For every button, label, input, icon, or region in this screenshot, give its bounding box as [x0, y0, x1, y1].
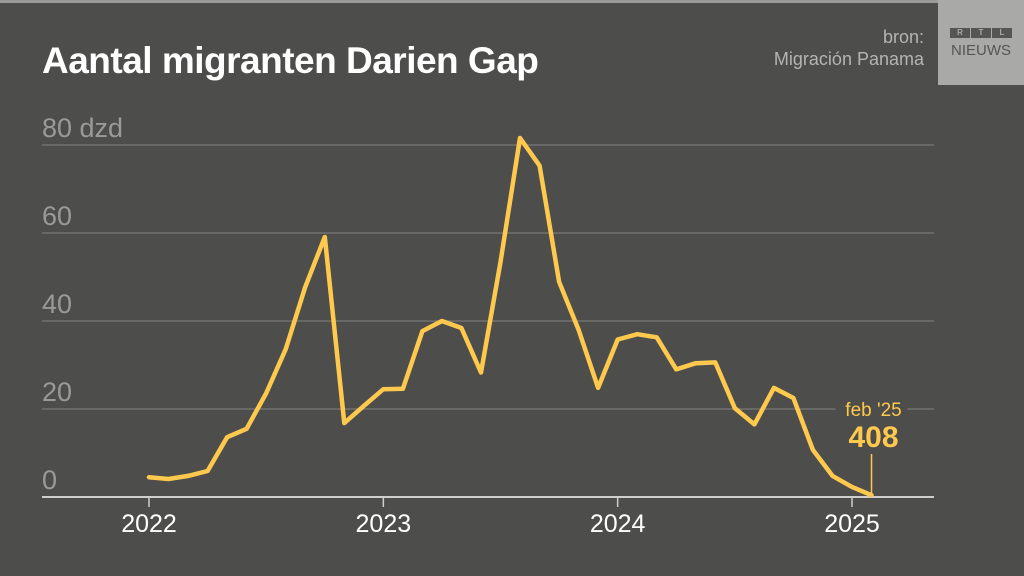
logo-letter: R — [950, 28, 970, 38]
top-border — [0, 0, 1024, 3]
rtl-nieuws-logo: R T L NIEUWS — [938, 0, 1024, 85]
y-tick-label: 20 — [42, 377, 72, 407]
x-tick-label: 2022 — [121, 510, 177, 538]
y-tick-label: 40 — [42, 289, 72, 319]
annotation-label: feb '25 — [845, 400, 901, 421]
x-tick-label: 2024 — [590, 510, 646, 538]
annotation-value: 408 — [848, 421, 898, 454]
source-name: Migración Panama — [773, 49, 924, 69]
x-tick-label: 2023 — [356, 510, 412, 538]
logo-word: NIEUWS — [951, 42, 1011, 59]
source-label: bron: — [882, 27, 924, 47]
logo-letter: L — [992, 28, 1012, 38]
chart-title: Aantal migranten Darien Gap — [42, 40, 539, 81]
y-tick-label: 0 — [42, 465, 57, 495]
y-tick-label: 80 dzd — [42, 113, 123, 143]
source: bron: Migración Panama — [774, 26, 924, 70]
annotation-bg — [835, 395, 908, 457]
logo-letter: T — [971, 28, 991, 38]
y-tick-label: 60 — [42, 201, 72, 231]
x-tick-label: 2025 — [824, 510, 880, 538]
data-line — [146, 135, 874, 498]
